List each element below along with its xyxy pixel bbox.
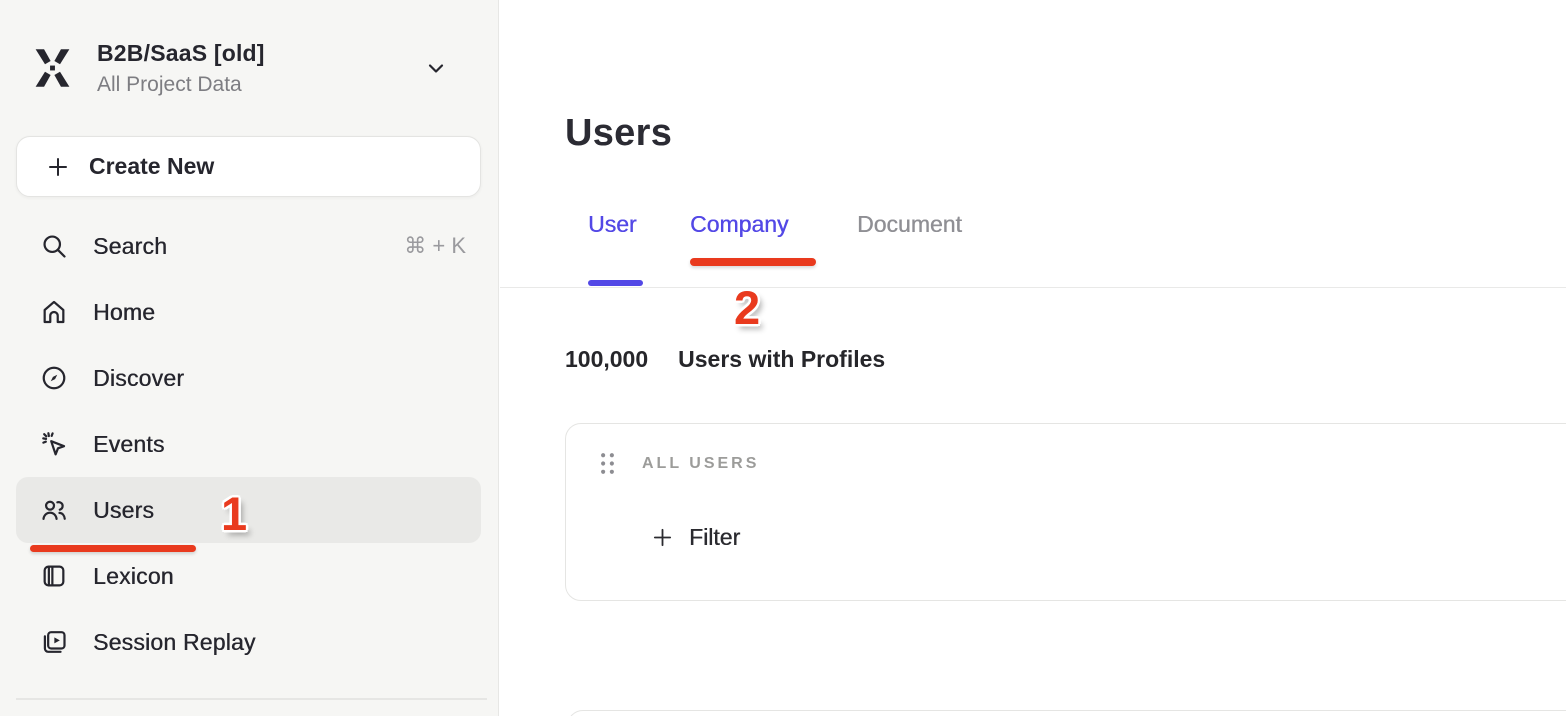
tabs-divider xyxy=(500,287,1566,288)
users-icon xyxy=(42,500,66,520)
sidebar-item-session-replay[interactable]: Session Replay xyxy=(16,609,481,675)
sidebar-item-discover[interactable]: Discover xyxy=(16,345,481,411)
profiles-summary: 100,000 Users with Profiles xyxy=(565,346,885,373)
tab-user[interactable]: User xyxy=(588,211,637,237)
annotation-underline-1 xyxy=(30,545,196,552)
annotation-number-1: 1 xyxy=(221,487,248,540)
chevron-down-icon xyxy=(428,64,444,73)
mixpanel-logo-icon xyxy=(35,49,70,87)
card-header-label: ALL USERS xyxy=(642,454,760,472)
project-name: B2B/SaaS [old] xyxy=(97,39,265,66)
tab-document[interactable]: Document xyxy=(857,211,962,237)
sidebar-item-label: Home xyxy=(93,298,156,325)
compass-icon xyxy=(42,366,66,390)
plus-icon xyxy=(653,528,672,547)
profiles-count: 100,000 xyxy=(565,346,649,372)
profiles-label: Users with Profiles xyxy=(678,346,886,372)
sidebar-item-label: Discover xyxy=(93,364,185,391)
sidebar-nav: Search ⌘ + K Home Discover xyxy=(0,213,499,675)
card-header: ALL USERS xyxy=(599,451,759,476)
add-filter-button[interactable]: Filter xyxy=(651,524,740,551)
lexicon-book-icon xyxy=(43,565,65,587)
sidebar-item-label: Search xyxy=(93,232,168,259)
search-shortcut: ⌘ + K xyxy=(404,233,466,258)
next-card-partial xyxy=(567,710,1566,716)
session-replay-icon xyxy=(43,631,66,653)
annotation-number-2: 2 xyxy=(734,281,761,334)
sidebar-item-lexicon[interactable]: Lexicon xyxy=(16,543,481,609)
active-tab-indicator xyxy=(588,280,643,286)
sidebar-item-label: Lexicon xyxy=(93,562,174,589)
filter-label: Filter xyxy=(689,524,741,550)
main-content: Users User Company Document 2 100,000 Us… xyxy=(500,0,1566,716)
sidebar-bottom-divider xyxy=(16,698,487,700)
create-new-button[interactable]: Create New xyxy=(16,136,481,197)
sidebar-item-users[interactable]: Users xyxy=(16,477,481,543)
all-users-card: ALL USERS Filter xyxy=(565,423,1566,601)
sidebar-item-label: Users xyxy=(93,496,155,523)
annotation-underline-2 xyxy=(690,258,816,266)
project-switcher[interactable]: B2B/SaaS [old] All Project Data xyxy=(30,40,470,96)
project-subtitle: All Project Data xyxy=(97,72,242,96)
project-text: B2B/SaaS [old] All Project Data xyxy=(97,40,265,97)
events-cursor-icon xyxy=(42,432,66,456)
create-new-label: Create New xyxy=(89,153,215,179)
drag-handle-icon[interactable] xyxy=(599,451,616,476)
sidebar-item-label: Session Replay xyxy=(93,628,256,655)
sidebar-item-events[interactable]: Events xyxy=(16,411,481,477)
tab-company[interactable]: Company xyxy=(690,211,789,237)
page-title: Users xyxy=(565,112,673,154)
search-icon xyxy=(43,235,66,258)
sidebar: B2B/SaaS [old] All Project Data Create N… xyxy=(0,0,499,716)
sidebar-item-label: Events xyxy=(93,430,165,457)
plus-icon xyxy=(49,157,67,176)
sidebar-item-home[interactable]: Home xyxy=(16,279,481,345)
home-icon xyxy=(43,300,65,324)
sidebar-item-search[interactable]: Search ⌘ + K xyxy=(16,213,481,279)
